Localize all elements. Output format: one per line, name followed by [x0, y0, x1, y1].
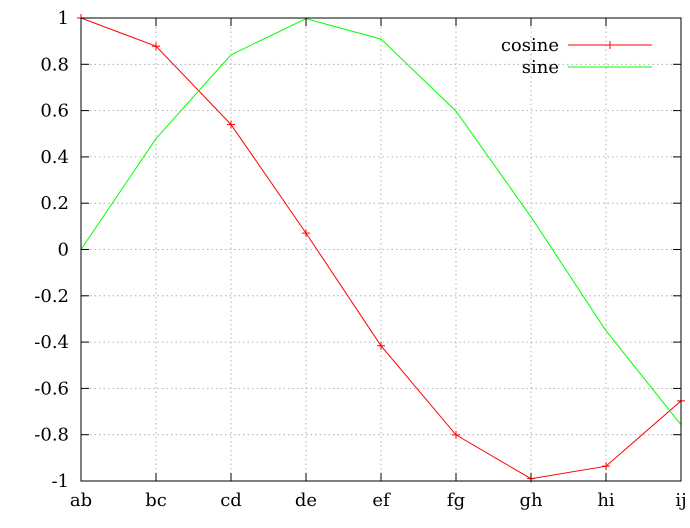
data-point-cosine [602, 462, 610, 471]
x-tick-label: ij [675, 490, 686, 511]
x-tick-label: bc [145, 490, 167, 511]
legend-label: cosine [501, 35, 559, 56]
x-tick-label: hi [597, 490, 615, 511]
y-tick-label: -0.8 [34, 425, 69, 446]
y-tick-label: -0.2 [34, 286, 69, 307]
data-point-cosine [452, 430, 460, 439]
y-tick-label: -1 [51, 471, 69, 492]
y-tick-label: 1 [58, 8, 69, 29]
y-tick-label: 0.4 [40, 147, 69, 168]
x-tick-label: cd [220, 490, 242, 511]
x-tick-label: fg [447, 490, 465, 511]
series-line-sine [80, 18, 682, 426]
y-tick-label: -0.4 [34, 332, 69, 353]
x-tick-label: de [295, 490, 317, 511]
data-point-cosine [152, 42, 160, 51]
y-tick-label: 0.2 [40, 193, 69, 214]
x-tick-label: gh [519, 490, 543, 511]
y-tick-label: 0 [58, 240, 69, 261]
grid [81, 17, 681, 482]
data-point-cosine [227, 120, 235, 129]
data-point-cosine [377, 341, 385, 350]
y-tick-label: 0.6 [40, 101, 69, 122]
legend-marker-cosine [606, 41, 614, 49]
y-tick-label: -0.6 [34, 378, 69, 399]
x-tick-label: ef [372, 490, 391, 511]
x-tick-label: ab [70, 490, 92, 511]
data-point-cosine [302, 229, 310, 238]
ticks: 1 0.8 0.6 0.4 0.2 0 -0.2 -0.4 -0.6 -0.8 -1ab bc cd de… [34, 8, 686, 511]
legend-label: sine [522, 57, 559, 78]
y-tick-label: 0.8 [40, 54, 69, 75]
